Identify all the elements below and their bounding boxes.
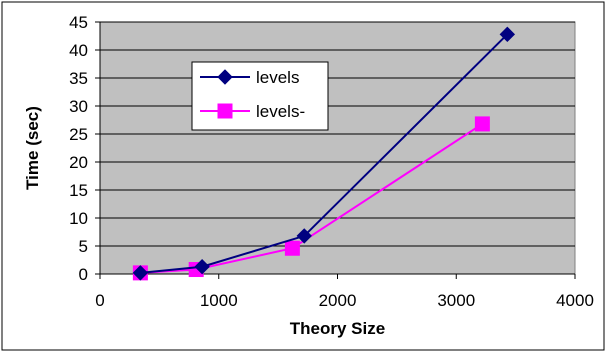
y-tick-label: 5	[79, 237, 88, 256]
data-point	[132, 265, 149, 281]
x-axis-title: Theory Size	[290, 319, 385, 338]
x-tick-label: 4000	[556, 291, 594, 310]
data-point	[296, 228, 312, 244]
gridlines	[100, 21, 575, 247]
y-tick-label: 45	[69, 13, 88, 32]
y-tick-label: 35	[69, 69, 88, 88]
series-layer	[132, 26, 516, 281]
x-axis: 0 1000 2000 3000 4000	[95, 273, 594, 310]
legend-label: levels-	[256, 102, 305, 121]
y-tick-label: 20	[69, 153, 88, 172]
series-levels	[132, 26, 516, 281]
x-tick-label: 1000	[200, 291, 238, 310]
data-point	[474, 116, 490, 132]
legend-box	[191, 61, 329, 131]
y-axis-title: Time (sec)	[23, 106, 42, 190]
y-tick-label: 40	[69, 41, 88, 60]
legend-marker	[217, 103, 233, 119]
y-tick-label: 0	[79, 265, 88, 284]
data-point	[284, 240, 300, 256]
y-tick-label: 25	[69, 125, 88, 144]
series-line	[140, 33, 509, 274]
x-tick-label: 3000	[437, 291, 475, 310]
plot-area	[99, 21, 576, 275]
x-tick-label: 0	[95, 291, 104, 310]
y-tick-label: 10	[69, 209, 88, 228]
data-point	[499, 26, 516, 43]
data-point	[194, 259, 210, 275]
x-tick-label: 2000	[319, 291, 357, 310]
legend-label: levels	[256, 68, 299, 87]
legend: levels levels-	[191, 61, 329, 131]
y-axis: 0 5 10 15 20 25 30 35 40 45	[69, 13, 101, 284]
legend-marker	[217, 69, 233, 85]
y-tick-label: 15	[69, 181, 88, 200]
y-tick-label: 30	[69, 97, 88, 116]
series-line	[140, 123, 483, 274]
